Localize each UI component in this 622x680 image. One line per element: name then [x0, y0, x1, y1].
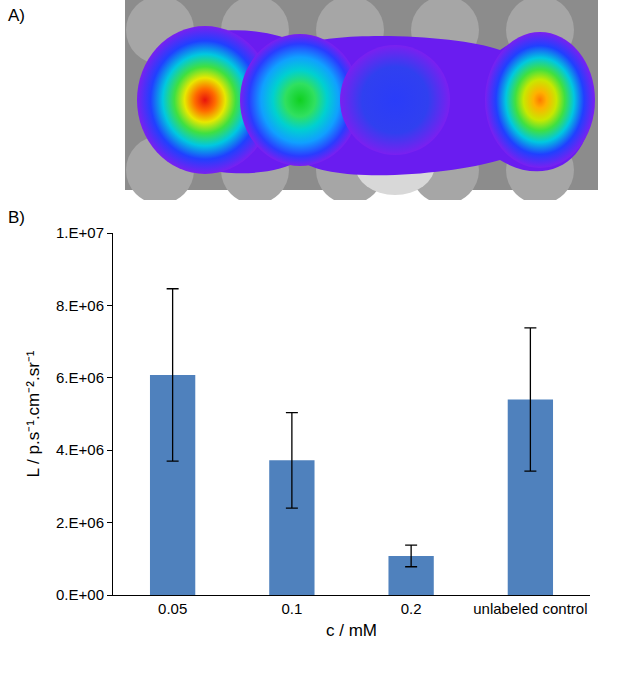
html-text:B): B) [8, 208, 25, 227]
svg-text:1.E+07: 1.E+07 [56, 224, 104, 241]
svg-text:8.E+06: 8.E+06 [56, 297, 104, 314]
svg-text:0.05: 0.05 [158, 600, 187, 617]
svg-text:unlabeled control: unlabeled control [473, 600, 587, 617]
svg-text:c / mM: c / mM [326, 621, 377, 640]
svg-text:0.1: 0.1 [281, 600, 302, 617]
svg-text:6.E+06: 6.E+06 [56, 369, 104, 386]
html-text:A): A) [8, 6, 25, 25]
svg-text:0.E+00: 0.E+00 [56, 586, 104, 603]
svg-text:0.2: 0.2 [401, 600, 422, 617]
svg-text:2.E+06: 2.E+06 [56, 514, 104, 531]
svg-text:L / p.s⁻¹.cm⁻².sr⁻¹: L / p.s⁻¹.cm⁻².sr⁻¹ [24, 350, 43, 477]
svg-text:4.E+06: 4.E+06 [56, 441, 104, 458]
